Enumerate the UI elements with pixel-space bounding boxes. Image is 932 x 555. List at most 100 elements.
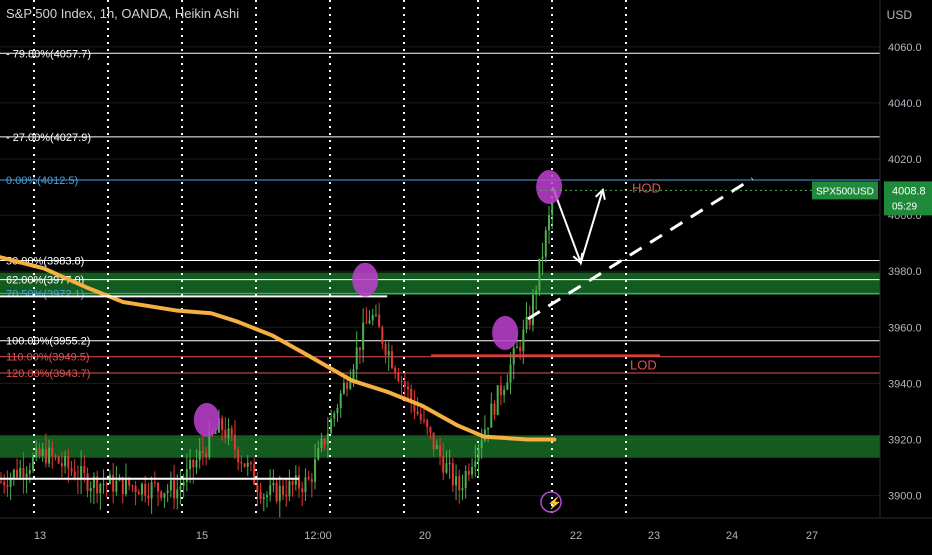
projection-arrowhead-up (594, 187, 606, 200)
candle-body (141, 483, 144, 495)
lod-label: LOD (630, 357, 657, 372)
candle-body (96, 476, 99, 494)
lightning-icon-glyph: ⚡ (547, 496, 562, 510)
time-tick-label: 22 (570, 530, 582, 542)
last-price-tag (884, 181, 932, 216)
candle-body (262, 497, 265, 500)
candle-body (221, 418, 224, 430)
candle-body (387, 351, 390, 355)
candle-body (474, 461, 477, 467)
candle-body (429, 427, 432, 433)
candle-body (304, 477, 307, 493)
fib-level-label: 0.00%(4012.5) (6, 175, 78, 187)
price-axis-bg (880, 0, 932, 550)
candle-body (358, 347, 361, 350)
candle-body (333, 413, 336, 419)
candle-body (397, 373, 400, 381)
candle-body (515, 346, 518, 349)
candle-body (64, 456, 67, 467)
price-tick-label: 4060.0 (888, 42, 922, 54)
candle-body (9, 477, 12, 487)
candle-body (544, 230, 547, 257)
candle-body (413, 400, 416, 412)
price-tick-label: 3980.0 (888, 266, 922, 278)
candle-body (362, 322, 365, 350)
candle-body (124, 477, 127, 495)
currency-label: USD (886, 8, 912, 22)
candle-body (432, 432, 435, 450)
candle-body (3, 481, 6, 486)
candle-body (115, 480, 118, 492)
candle-body (99, 483, 102, 494)
candle-body (128, 477, 131, 486)
candle-body (378, 314, 381, 328)
candle-body (230, 428, 233, 436)
candle-body (144, 483, 147, 496)
time-tick-label: 24 (726, 530, 738, 542)
candle-body (48, 447, 51, 464)
candle-body (487, 427, 490, 430)
candle-body (435, 445, 438, 450)
time-tick-label: 12:00 (304, 530, 332, 542)
candle-body (269, 485, 272, 496)
fib-level-label: 70.50%(3972.1) (6, 288, 84, 300)
candle-body (173, 480, 176, 499)
fib-level-label: 110.00%(3949.5) (6, 352, 90, 364)
candle-body (371, 314, 374, 321)
candle-body (28, 470, 31, 474)
candle-body (134, 485, 137, 493)
candle-body (150, 482, 153, 499)
candle-body (330, 418, 333, 434)
candle-body (89, 488, 92, 492)
candle-body (57, 456, 60, 464)
candle-body (237, 449, 240, 463)
last-price-value: 4008.8 (892, 185, 926, 197)
candle-body (278, 485, 281, 502)
candle-body (314, 459, 317, 482)
session-separators (33, 0, 627, 518)
candle-body (240, 462, 243, 464)
time-tick-label: 13 (34, 530, 46, 542)
candle-body (480, 440, 483, 449)
candle-body (547, 215, 550, 231)
candle-body (461, 488, 464, 491)
candle-body (243, 463, 246, 467)
candle-body (439, 445, 442, 456)
price-tick-label: 4040.0 (888, 98, 922, 110)
candle-body (70, 468, 73, 472)
candle-body (32, 457, 35, 471)
candle-body (506, 382, 509, 390)
symbol-tag-label: SPX500USD (816, 186, 874, 197)
candle-body (41, 448, 44, 456)
candle-body (509, 364, 512, 383)
candle-body (160, 491, 163, 498)
candle-body (253, 464, 256, 485)
candle-body (410, 388, 413, 401)
candle-body (326, 433, 329, 445)
lightning-icon (540, 491, 562, 513)
candle-body (525, 317, 528, 330)
candle-body (275, 482, 278, 502)
candle-body (403, 381, 406, 387)
candle-body (317, 448, 320, 460)
candle-body (0, 481, 2, 483)
candle-body (416, 411, 419, 415)
candle-body (336, 408, 339, 414)
candle-body (291, 481, 294, 485)
candle-countdown: 05:29 (892, 201, 917, 212)
candle-body (272, 482, 275, 486)
symbol-tag (812, 181, 878, 200)
candle-body (445, 463, 448, 473)
candle-body (22, 467, 25, 478)
price-tick-label: 4020.0 (888, 154, 922, 166)
fib-level-label: 120.00%(3943.7) (6, 368, 90, 380)
time-axis-bg (0, 518, 932, 550)
candle-body (198, 451, 201, 461)
candle-body (381, 327, 384, 344)
candle-body (19, 467, 22, 478)
candle-body (310, 479, 313, 482)
candle-body (538, 258, 541, 291)
drawings: LOD HOD ⚡ (0, 170, 754, 513)
candle-body (147, 495, 150, 499)
